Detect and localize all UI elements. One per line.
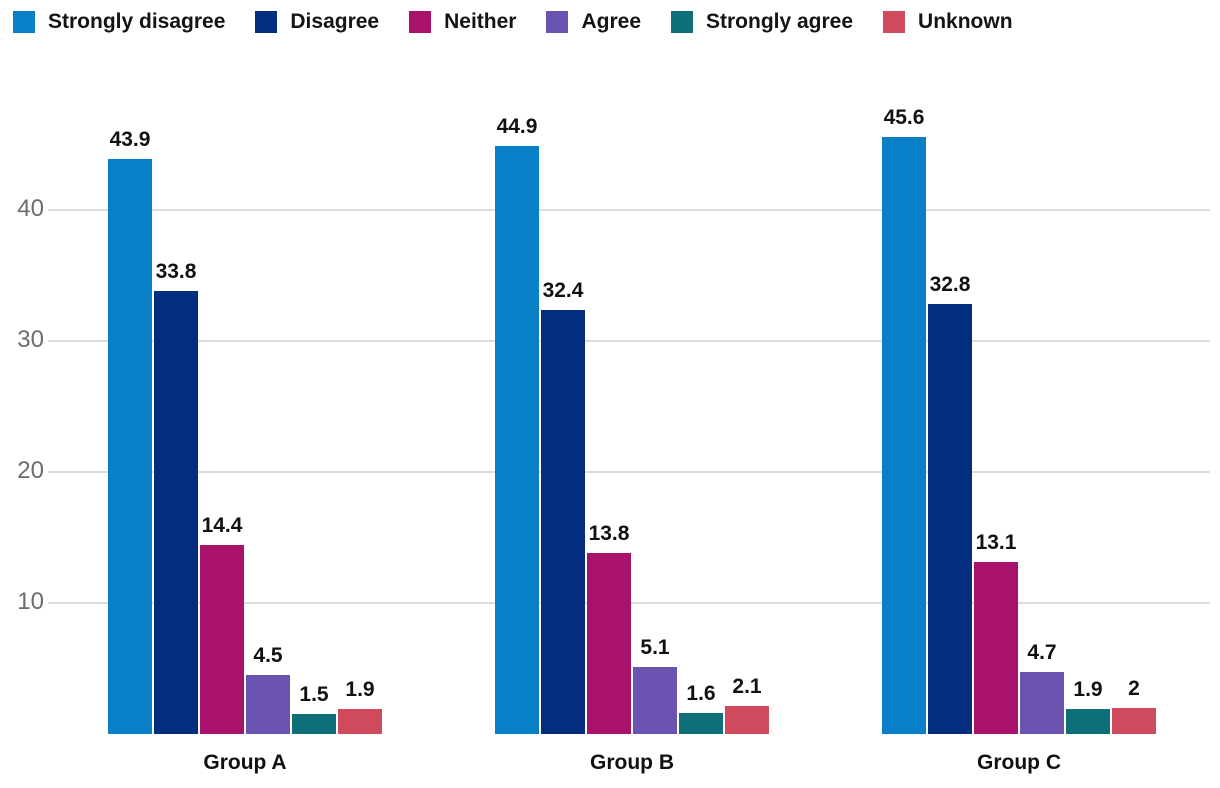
bar-value-label: 44.9 [496,115,538,138]
y-axis-tick-label: 30 [17,325,44,353]
bar-value-label: 13.8 [588,522,630,545]
bar [154,291,198,734]
bar-value-label: 32.8 [929,273,971,296]
bar-value-label: 45.6 [883,106,925,129]
legend-swatch-icon [13,11,35,33]
gridline [48,209,1210,211]
bar [928,304,972,734]
bar-value-label: 43.9 [109,128,151,151]
bar [587,553,631,734]
bar-value-label: 1.9 [345,678,375,701]
legend-item: Strongly agree [671,10,853,34]
bar [1112,708,1156,734]
legend-label: Strongly agree [706,10,854,33]
y-axis-tick-label: 40 [17,194,44,222]
bar [1020,672,1064,734]
bar [541,310,585,734]
legend-item: Disagree [255,10,379,34]
legend-item: Agree [546,10,641,34]
legend-label: Disagree [290,10,380,33]
bar-value-label: 4.5 [253,644,283,667]
bar-value-label: 32.4 [542,279,584,302]
legend-label: Strongly disagree [48,10,226,33]
bar [108,159,152,734]
bar-value-label: 13.1 [975,531,1017,554]
legend-item: Neither [409,10,516,34]
legend-swatch-icon [409,11,432,33]
bar [725,706,769,734]
x-axis-category-label: Group B [590,751,674,774]
legend-swatch-icon [546,11,569,33]
bar [495,146,539,734]
y-axis-tick-label: 10 [17,587,44,615]
legend-swatch-icon [671,11,693,33]
bar [292,714,336,734]
bar [338,709,382,734]
bar-value-label: 33.8 [155,260,197,283]
bar-value-label: 14.4 [201,514,243,537]
bar [882,137,926,734]
y-axis-tick-label: 20 [17,456,44,484]
legend-label: Unknown [918,10,1013,33]
bar [974,562,1018,734]
legend: Strongly disagree Disagree Neither Agree Str… [13,10,1013,34]
x-axis-category-label: Group C [977,751,1061,774]
bar-value-label: 4.7 [1027,641,1057,664]
legend-item: Unknown [883,10,1013,34]
bar-value-label: 2.1 [732,675,762,698]
bar-value-label: 1.5 [299,683,329,706]
x-axis-category-label: Group A [203,751,287,774]
bar [246,675,290,734]
legend-item: Strongly disagree [13,10,225,34]
bar-value-label: 5.1 [640,636,670,659]
legend-label: Agree [581,10,641,33]
bar-value-label: 2 [1128,677,1140,700]
bar [679,713,723,734]
legend-label: Neither [444,10,517,33]
bar [200,545,244,734]
legend-swatch-icon [255,11,278,33]
gridline [48,340,1210,342]
gridline [48,471,1210,473]
legend-swatch-icon [883,11,906,33]
bar-value-label: 1.9 [1073,678,1103,701]
bar [633,667,677,734]
bar-value-label: 1.6 [686,682,716,705]
bar [1066,709,1110,734]
